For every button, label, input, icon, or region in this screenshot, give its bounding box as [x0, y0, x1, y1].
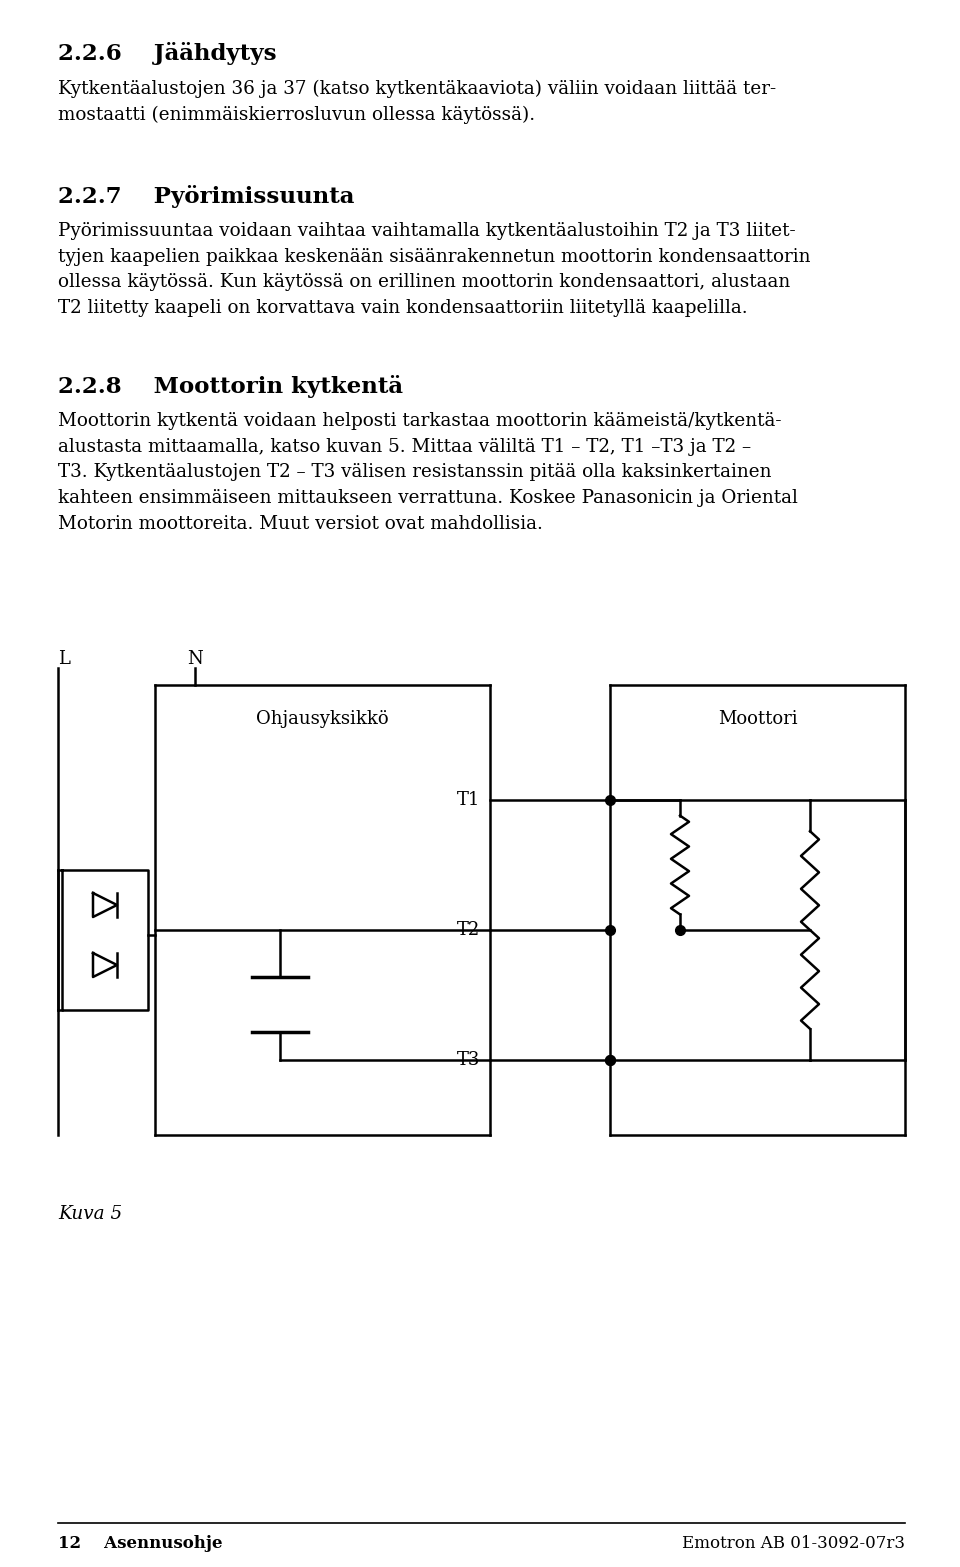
Text: L: L: [58, 650, 70, 668]
Text: Emotron AB 01-3092-07r3: Emotron AB 01-3092-07r3: [682, 1536, 905, 1551]
Text: Ohjausyksikkö: Ohjausyksikkö: [256, 710, 389, 729]
Text: T1: T1: [457, 791, 480, 809]
Text: Kytkentäalustojen 36 ja 37 (katso kytkentäkaaviota) väliin voidaan liittää ter-
: Kytkentäalustojen 36 ja 37 (katso kytken…: [58, 80, 776, 124]
Text: 2.2.8    Moottorin kytkentä: 2.2.8 Moottorin kytkentä: [58, 375, 403, 398]
Text: Moottori: Moottori: [718, 710, 798, 729]
Text: 2.2.7    Pyörimissuunta: 2.2.7 Pyörimissuunta: [58, 185, 354, 208]
Text: 2.2.6    Jäähdytys: 2.2.6 Jäähdytys: [58, 42, 276, 64]
Text: Moottorin kytkentä voidaan helposti tarkastaa moottorin käämeistä/kytkentä-
alus: Moottorin kytkentä voidaan helposti tark…: [58, 412, 798, 533]
Text: Kuva 5: Kuva 5: [58, 1205, 122, 1222]
Text: Pyörimissuuntaa voidaan vaihtaa vaihtamalla kytkentäalustoihin T2 ja T3 liitet-
: Pyörimissuuntaa voidaan vaihtaa vaihtama…: [58, 223, 810, 317]
Text: N: N: [187, 650, 203, 668]
Text: T2: T2: [457, 921, 480, 939]
Text: 12    Asennusohje: 12 Asennusohje: [58, 1536, 223, 1551]
Text: T3: T3: [457, 1051, 480, 1069]
